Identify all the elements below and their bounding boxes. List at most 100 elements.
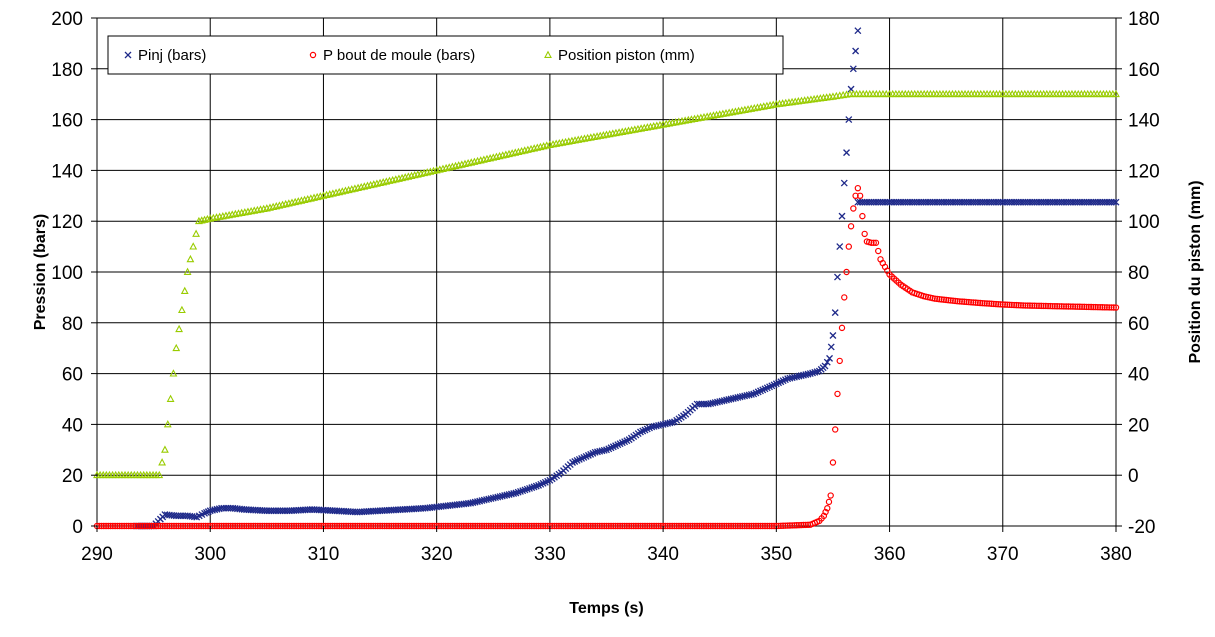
p-bout-moule-point (148, 522, 155, 530)
pinj-point (829, 332, 837, 339)
p-bout-moule-point (385, 522, 393, 530)
p-bout-moule-point (286, 522, 293, 530)
p-bout-moule-point (539, 522, 547, 530)
p-bout-moule-point (942, 296, 950, 304)
p-bout-moule-point (462, 522, 470, 530)
p-bout-moule-point (145, 522, 153, 530)
p-bout-moule-point (404, 522, 411, 530)
legend-marker (544, 50, 552, 58)
p-bout-moule-point (311, 522, 318, 530)
p-bout-moule-point (397, 522, 404, 530)
p-bout-moule-point (641, 522, 649, 530)
p-bout-moule-point (1108, 304, 1115, 311)
pinj-point (530, 483, 538, 491)
pinj-point (827, 343, 835, 351)
legend-marker (309, 51, 317, 59)
p-bout-moule-point (331, 522, 338, 530)
pinj-point (523, 485, 531, 493)
p-bout-moule-point (768, 522, 776, 530)
p-bout-moule-point (764, 522, 771, 530)
p-bout-moule-point (1081, 303, 1088, 311)
y2-tick-label: 80 (1128, 263, 1149, 284)
p-bout-moule-point (673, 522, 680, 530)
p-bout-moule-point (664, 522, 671, 530)
p-bout-moule-point (428, 522, 436, 530)
p-bout-moule-point (109, 522, 117, 530)
p-bout-moule-point (295, 522, 302, 530)
p-bout-moule-point (786, 522, 794, 529)
p-bout-moule-point (188, 522, 196, 530)
p-bout-moule-point (526, 522, 533, 530)
x-tick-label: 360 (874, 544, 906, 565)
p-bout-moule-point (954, 298, 961, 305)
p-bout-moule-point (666, 522, 674, 530)
p-bout-moule-point (1015, 302, 1022, 309)
p-bout-moule-point (501, 522, 508, 530)
p-bout-moule-point (653, 522, 660, 530)
p-bout-moule-point (655, 522, 662, 530)
legend-marker (124, 51, 132, 59)
p-bout-moule-point (793, 522, 800, 529)
x-tick-label: 380 (1100, 544, 1132, 565)
p-bout-moule-point (252, 522, 259, 530)
y-tick-label: 80 (62, 314, 83, 335)
position-piston-point (186, 254, 195, 263)
y2-tick-label: 60 (1128, 314, 1149, 335)
position-piston-point (172, 343, 181, 352)
p-bout-moule-point (485, 522, 492, 530)
p-bout-moule-point (216, 522, 223, 530)
y-tick-label: 100 (51, 263, 83, 284)
p-bout-moule-point (598, 522, 606, 530)
p-bout-moule-point (299, 522, 307, 530)
p-bout-moule-point (197, 522, 205, 530)
p-bout-moule-point (401, 522, 409, 530)
y2-tick-label: 0 (1128, 466, 1139, 487)
p-bout-moule-point (707, 522, 714, 530)
p-bout-moule-point (587, 522, 594, 530)
position-piston-point (189, 242, 198, 250)
p-bout-moule-point (985, 300, 993, 307)
p-bout-moule-point (363, 522, 370, 530)
p-bout-moule-point (698, 522, 705, 530)
x-tick-label: 340 (647, 544, 679, 565)
p-bout-moule-point (247, 522, 255, 530)
p-bout-moule-point (447, 522, 454, 530)
p-bout-moule-point (1017, 302, 1025, 309)
p-bout-moule-point (616, 522, 624, 530)
position-piston-point (166, 394, 175, 402)
p-bout-moule-point (342, 522, 350, 530)
p-bout-moule-point (761, 522, 769, 530)
p-bout-moule-point (1060, 303, 1068, 310)
p-bout-moule-point (637, 522, 644, 530)
position-piston-point (158, 458, 167, 466)
p-bout-moule-point (832, 426, 839, 433)
p-bout-moule-point (374, 522, 381, 530)
p-bout-moule-point (388, 522, 395, 530)
p-bout-moule-point (245, 522, 252, 530)
p-bout-moule-point (931, 295, 939, 302)
p-bout-moule-point (100, 522, 107, 530)
p-bout-moule-point (496, 522, 504, 530)
p-bout-moule-point (580, 522, 588, 530)
p-bout-moule-point (453, 522, 461, 530)
p-bout-moule-point (974, 299, 982, 307)
p-bout-moule-point (585, 522, 592, 530)
p-bout-moule-point (1096, 304, 1104, 311)
p-bout-moule-point (714, 522, 721, 530)
p-bout-moule-point (494, 522, 502, 530)
p-bout-moule-point (347, 522, 354, 530)
p-bout-moule-point (553, 522, 560, 530)
pinj-point (845, 116, 853, 124)
pinj-point (813, 368, 821, 376)
p-bout-moule-point (1051, 302, 1059, 310)
p-bout-moule-point (671, 522, 678, 530)
p-bout-moule-point (630, 522, 637, 530)
series-layer (93, 27, 1120, 530)
pinj-point (831, 309, 839, 317)
p-bout-moule-point (689, 522, 696, 530)
p-bout-moule-point (524, 522, 531, 530)
p-bout-moule-point (1042, 302, 1050, 310)
pinj-point (204, 508, 212, 516)
p-bout-moule-point (992, 300, 1000, 308)
pinj-point (849, 65, 857, 73)
